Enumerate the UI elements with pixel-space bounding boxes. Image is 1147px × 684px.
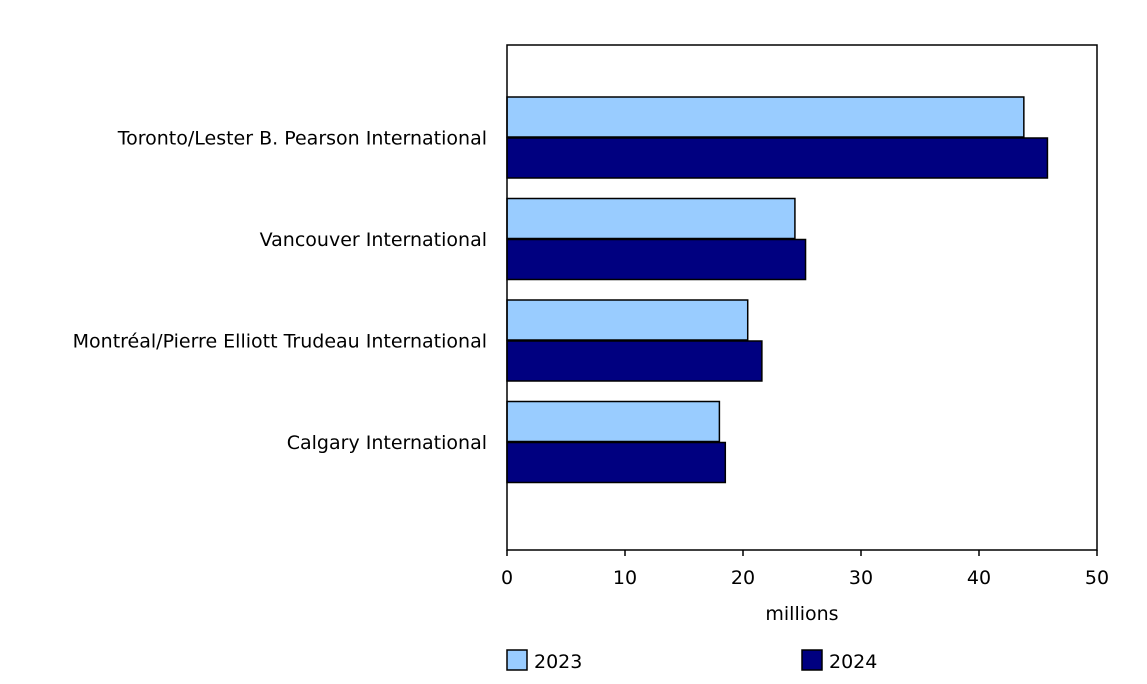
x-tick-label: 10 <box>613 567 637 589</box>
legend: 2023 2024 <box>506 649 877 673</box>
x-tick-label: 40 <box>967 567 991 589</box>
bar-2024-4 <box>506 441 727 484</box>
legend-label-2023: 2023 <box>534 651 582 673</box>
bar-2024-1 <box>506 137 1049 179</box>
bar-2024-3 <box>506 340 763 382</box>
legend-label-2024: 2024 <box>829 651 877 673</box>
x-axis-title: millions <box>765 603 838 625</box>
x-axis: 0 10 20 30 40 50 <box>501 550 1109 589</box>
x-tick-label: 30 <box>849 567 873 589</box>
x-tick-label: 50 <box>1085 567 1109 589</box>
category-label: Vancouver International <box>260 229 487 251</box>
legend-swatch-2024 <box>801 649 823 671</box>
plot-frame <box>506 44 1098 551</box>
bar-2023-4 <box>506 400 721 443</box>
bar-2023-3 <box>506 299 749 341</box>
category-label: Calgary International <box>287 432 487 454</box>
category-label: Montréal/Pierre Elliott Trudeau Internat… <box>73 331 487 353</box>
bar-2023-1 <box>506 96 1025 138</box>
category-labels: Toronto/Lester B. Pearson International V… <box>73 128 487 455</box>
x-tick-label: 0 <box>501 567 513 589</box>
bars-layer <box>506 96 1049 484</box>
x-tick-label: 20 <box>731 567 755 589</box>
category-label: Toronto/Lester B. Pearson International <box>117 128 487 150</box>
bar-2023-2 <box>506 197 796 240</box>
legend-swatch-2023 <box>506 649 528 671</box>
bar-2024-2 <box>506 238 807 281</box>
